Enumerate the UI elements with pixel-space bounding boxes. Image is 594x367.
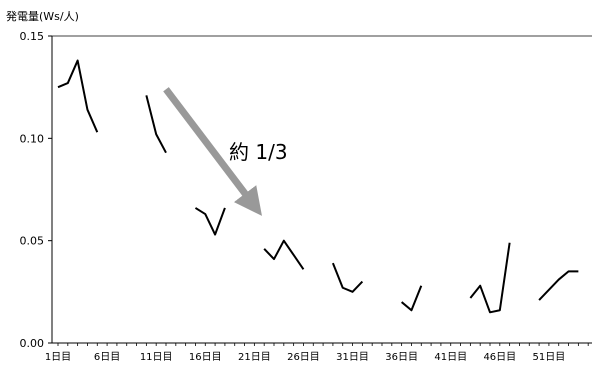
axes: [51, 35, 592, 344]
y-axis-label: 発電量(Ws/人): [6, 9, 79, 23]
series-line-segment: [145, 95, 167, 154]
x-tick-label: 36日目: [385, 352, 418, 363]
series-line-segment: [194, 207, 226, 236]
x-tick-label: 51日目: [533, 352, 566, 363]
series-line-segment: [263, 239, 305, 270]
y-tick-label: 0.15: [20, 30, 45, 43]
annotation-text: 約 1/3: [229, 140, 288, 164]
x-tick-label: 11日目: [140, 352, 173, 363]
annotation-arrow: [163, 87, 262, 216]
series-line-segment: [400, 285, 423, 312]
y-tick-label: 0.05: [20, 235, 45, 248]
x-tick-label: 1日目: [45, 352, 71, 363]
y-tick-label: 0.10: [20, 132, 45, 145]
x-tick-label: 41日目: [434, 352, 467, 363]
x-tick-label: 16日目: [189, 352, 222, 363]
y-tick-label: 0.00: [20, 337, 45, 350]
x-tick-label: 31日目: [336, 352, 369, 363]
series-line-segment: [57, 59, 99, 133]
x-tick-label: 26日目: [287, 352, 320, 363]
x-tick-label: 46日目: [483, 352, 516, 363]
series-line-segment: [469, 242, 511, 314]
series-line-segment: [331, 262, 364, 293]
series-layer: [57, 59, 579, 314]
y-axis-ticks: 0.00 0.05 0.10 0.15: [20, 30, 52, 350]
x-tick-label: 6日目: [94, 352, 120, 363]
series-line-segment: [538, 270, 579, 301]
x-tick-label: 21日目: [238, 352, 271, 363]
x-axis-ticks: 1日目 6日目 11日目 16日目 21日目 26日目 31日目 36日目 41日目 46日目 51…: [45, 343, 589, 363]
